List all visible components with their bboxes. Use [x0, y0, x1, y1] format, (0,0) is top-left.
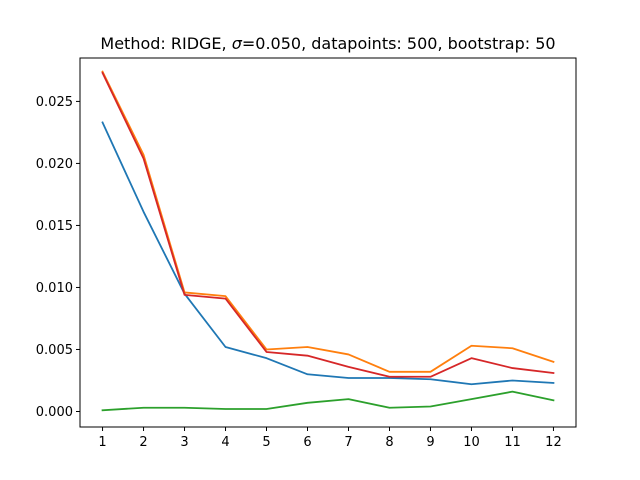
y-tick-label: 0.005 — [36, 343, 73, 358]
series-line-2 — [101, 70, 555, 373]
x-tick-label: 12 — [545, 435, 562, 450]
y-tick-label: 0.015 — [36, 219, 73, 234]
series-line-3 — [101, 390, 555, 412]
x-tick-label: 7 — [344, 435, 352, 450]
plot-frame — [79, 57, 577, 428]
chart-title: Method: RIDGE, σ=0.050, datapoints: 500,… — [100, 34, 555, 53]
x-tick-label: 6 — [303, 435, 311, 450]
x-tick-label: 11 — [504, 435, 521, 450]
x-tick-label: 4 — [221, 435, 229, 450]
x-tick-label: 5 — [262, 435, 270, 450]
x-tick-label: 9 — [426, 435, 434, 450]
y-tick-label: 0.010 — [36, 281, 73, 296]
series-line-4 — [101, 71, 555, 378]
series-line-1 — [101, 121, 555, 386]
x-tick-label: 3 — [180, 435, 188, 450]
y-tick-label: 0.000 — [36, 405, 73, 420]
series-layer — [101, 70, 555, 412]
x-tick-label: 1 — [98, 435, 106, 450]
y-tick-label: 0.025 — [36, 95, 73, 110]
axes-layer: 1 2 3 4 5 6 7 8 9 10 11 120.0000.0050.0100.0150.020… — [36, 57, 577, 450]
x-tick-label: 10 — [463, 435, 480, 450]
x-tick-label: 2 — [139, 435, 147, 450]
y-tick-label: 0.020 — [36, 157, 73, 172]
x-tick-label: 8 — [385, 435, 393, 450]
